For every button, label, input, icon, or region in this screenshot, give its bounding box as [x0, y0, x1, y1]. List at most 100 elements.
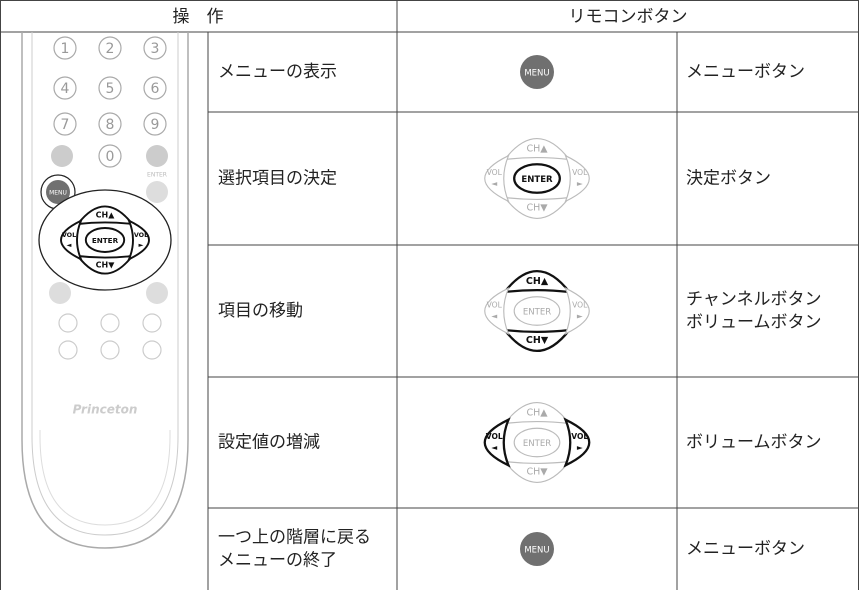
operation-text: 項目の移動: [218, 301, 303, 321]
menu-label: MENU: [524, 69, 549, 79]
remote-gray-key: [146, 282, 168, 304]
remote-key: [98, 76, 122, 100]
remote-key: [53, 112, 77, 136]
menu-label: MENU: [49, 190, 67, 197]
vol-left-button: [484, 287, 510, 335]
remote-phone-key: [51, 145, 73, 167]
remote-key: [98, 112, 122, 136]
button-text: ボリュームボタン: [686, 313, 822, 333]
remote-key-label: 3: [151, 41, 160, 57]
ch-down-label: CH▼: [96, 260, 116, 269]
operation-text: メニューの終了: [218, 551, 337, 571]
enter-button: [84, 227, 126, 253]
header-button: リモコンボタン: [569, 7, 688, 27]
remote-small-key: [58, 340, 78, 360]
enter-label: ENTER: [523, 439, 551, 449]
vol-right-label: VOL: [571, 432, 588, 441]
remote-body-inner: [31, 32, 179, 536]
vol-left-button: [483, 417, 511, 468]
remote-key-label: 5: [106, 81, 115, 97]
remote-key-label: 1: [61, 41, 70, 57]
remote-key: [143, 112, 167, 136]
direction-pad: CH▲ CH▼ VOL ◄ VOL ► ENTER: [483, 402, 591, 483]
ch-up-label: CH▲: [526, 408, 548, 419]
vol-left-label: VOL: [62, 231, 76, 239]
vol-left-arrow: ◄: [491, 312, 497, 321]
remote-key: [143, 36, 167, 60]
vol-left-label: VOL: [486, 432, 503, 441]
remote-small-key: [100, 340, 120, 360]
enter-button: [513, 296, 561, 326]
remote-key: [53, 76, 77, 100]
vol-right-label: VOL: [572, 168, 588, 177]
direction-pad: CH▲ CH▼ VOL ◄ VOL ► ENTER: [484, 138, 590, 219]
remote-small-key: [100, 313, 120, 333]
menu-button: [520, 532, 554, 566]
remote-illustration: [21, 32, 189, 549]
remote-key-label: 0: [106, 149, 115, 165]
direction-pad: CH▲ CH▼ VOL ◄ VOL ► ENTER: [484, 269, 590, 353]
header-operation: 操 作: [173, 7, 224, 27]
vol-right-label: VOL: [134, 231, 148, 239]
vol-left-button: [60, 218, 83, 262]
button-text: ボリュームボタン: [686, 433, 822, 453]
ch-down-label: CH▼: [526, 202, 548, 213]
button-text: メニューボタン: [686, 539, 805, 559]
remote-key: [53, 36, 77, 60]
vol-left-arrow: ◄: [67, 241, 72, 249]
remote-body: [21, 32, 189, 549]
vol-left-label: VOL: [487, 168, 503, 177]
remote-key: [98, 36, 122, 60]
vol-right-button: [564, 287, 590, 335]
remote-small-key: [142, 340, 162, 360]
remote-small-key: [142, 313, 162, 333]
remote-key-label: 9: [151, 117, 160, 133]
vol-right-arrow: ►: [577, 443, 583, 452]
vol-right-label: VOL: [572, 300, 588, 309]
button-text: チャンネルボタン: [686, 290, 822, 310]
remote-small-key: [58, 313, 78, 333]
menu-button: [520, 55, 554, 89]
remote-gray-key: [49, 282, 71, 304]
remote-key-label: 6: [151, 81, 160, 97]
ch-down-label: CH▼: [526, 335, 549, 346]
remote-key-label: 2: [106, 41, 115, 57]
remote-body-edge: [39, 430, 171, 526]
vol-right-arrow: ►: [577, 312, 583, 321]
vol-right-button: [127, 218, 150, 262]
ch-up-label: CH▲: [526, 276, 549, 287]
operation-text: 選択項目の決定: [218, 169, 337, 189]
enter-button: [513, 163, 561, 194]
operation-text: 設定値の増減: [218, 433, 320, 453]
remote-gray-key: [146, 181, 168, 203]
remote-key-label: 7: [61, 117, 70, 133]
enter-button: [513, 427, 561, 458]
vol-right-button: [563, 417, 591, 468]
vol-right-button: [564, 154, 590, 203]
remote-return-key: [146, 145, 168, 167]
operation-text: メニューの表示: [218, 62, 337, 82]
vol-right-arrow: ►: [577, 179, 583, 188]
vol-left-arrow: ◄: [491, 179, 497, 188]
remote-key: [98, 144, 122, 168]
menu-label: MENU: [524, 546, 549, 556]
menu-button: [46, 180, 70, 204]
vol-left-arrow: ◄: [491, 443, 497, 452]
enter-label: ENTER: [92, 236, 119, 245]
remote-brand: Princeton: [73, 403, 138, 417]
ch-up-label: CH▲: [526, 144, 548, 155]
remote-enter-label: ENTER: [147, 172, 167, 179]
vol-right-arrow: ►: [139, 241, 144, 249]
operation-text: 一つ上の階層に戻る: [218, 528, 371, 548]
direction-pad: CH▲ CH▼ VOL ◄ VOL ► ENTER: [60, 205, 150, 275]
enter-label: ENTER: [521, 175, 553, 185]
remote-key-label: 4: [61, 81, 70, 97]
remote-key: [143, 76, 167, 100]
vol-left-button: [484, 154, 510, 203]
button-text: 決定ボタン: [686, 169, 771, 189]
enter-label: ENTER: [523, 307, 551, 317]
button-text: メニューボタン: [686, 62, 805, 82]
vol-left-label: VOL: [487, 300, 503, 309]
ch-up-label: CH▲: [96, 211, 116, 220]
